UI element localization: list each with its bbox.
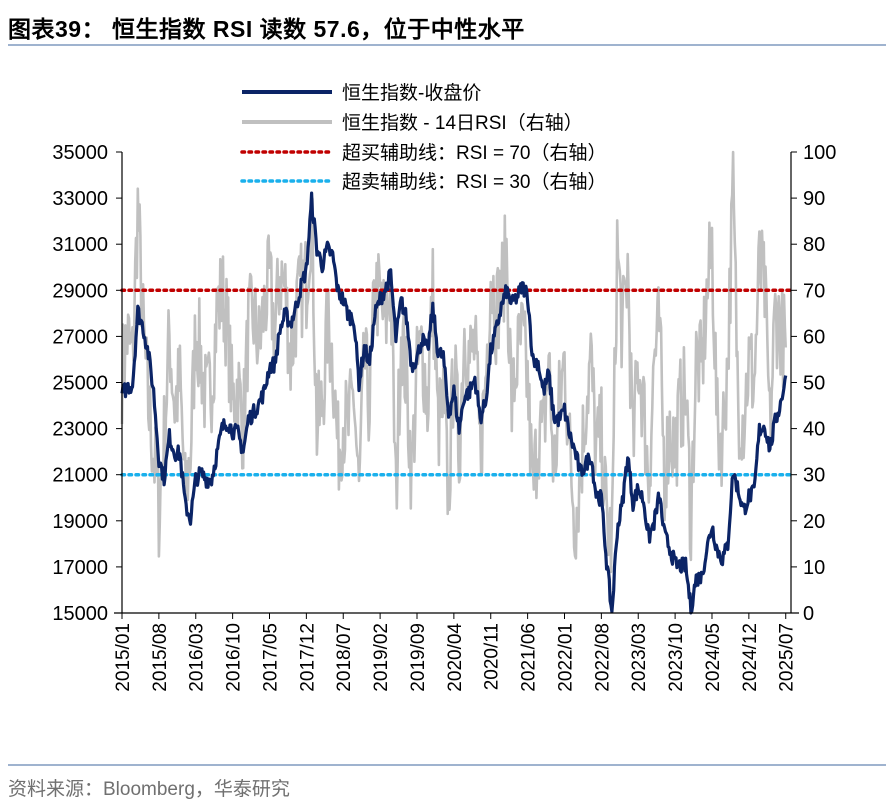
x-tick-label: 2021/06	[519, 623, 540, 692]
left-tick-label: 33000	[52, 188, 108, 210]
legend: 恒生指数-收盘价 恒生指数 - 14日RSI（右轴） 超买辅助线：RSI = 7…	[240, 82, 606, 193]
x-tick-label: 2025/07	[777, 623, 798, 692]
x-tick-label: 2018/07	[334, 623, 355, 692]
x-tick-label: 2017/05	[260, 623, 281, 692]
x-tick-label: 2017/12	[297, 623, 318, 692]
chart-svg: 15000 17000 19000 21000 23000 25000 27000 29000…	[52, 82, 836, 692]
left-tick-label: 23000	[52, 419, 108, 441]
x-tick-label: 2024/12	[740, 623, 761, 692]
x-tick-label: 2019/09	[408, 623, 429, 692]
chart-title: 图表39： 恒生指数 RSI 读数 57.6，位于中性水平	[8, 16, 525, 42]
x-tick-label: 2020/11	[482, 623, 503, 690]
legend-label-rsi: 恒生指数 - 14日RSI（右轴）	[342, 112, 583, 134]
right-tick-label: 60	[803, 326, 825, 348]
right-tick-label: 0	[803, 603, 814, 625]
right-tick-label: 20	[803, 511, 825, 533]
plot-lines	[120, 150, 793, 615]
right-tick-label: 90	[803, 188, 825, 210]
left-tick-label: 15000	[52, 603, 108, 625]
right-tick-label: 40	[803, 419, 825, 441]
source-divider	[8, 764, 886, 766]
x-tick-label: 2019/02	[371, 623, 392, 692]
x-tick-label: 2024/05	[703, 623, 724, 692]
right-tick-label: 100	[803, 142, 836, 164]
x-tick-label: 2020/04	[445, 623, 466, 692]
right-tick-label: 10	[803, 557, 825, 579]
legend-label-oversold: 超卖辅助线：RSI = 30（右轴）	[342, 171, 606, 193]
right-tick-label: 70	[803, 280, 825, 302]
x-tick-label: 2022/08	[592, 623, 613, 692]
left-tick-label: 29000	[52, 280, 108, 302]
right-tick-label: 30	[803, 465, 825, 487]
legend-label-hsi: 恒生指数-收盘价	[342, 82, 481, 104]
x-tick-label: 2022/01	[555, 623, 576, 692]
left-tick-label: 31000	[52, 234, 108, 256]
left-tick-label: 35000	[52, 142, 108, 164]
right-tick-label: 50	[803, 373, 825, 395]
x-tick-label: 2016/10	[224, 623, 245, 692]
x-tick-label: 2023/03	[629, 623, 650, 692]
rsi-line	[120, 150, 787, 574]
title-divider	[8, 44, 886, 46]
source-note: 资料来源：Bloomberg，华泰研究	[8, 779, 290, 800]
legend-label-overbought: 超买辅助线：RSI = 70（右轴）	[342, 142, 606, 164]
left-tick-label: 21000	[52, 465, 108, 487]
left-tick-label: 19000	[52, 511, 108, 533]
left-tick-label: 27000	[52, 326, 108, 348]
x-tick-label: 2016/03	[187, 623, 208, 692]
x-tick-label: 2023/10	[666, 623, 687, 692]
right-tick-label: 80	[803, 234, 825, 256]
x-tick-label: 2015/01	[113, 623, 134, 692]
x-tick-label: 2015/08	[150, 623, 171, 692]
axes: 15000 17000 19000 21000 23000 25000 27000 29000…	[52, 142, 836, 692]
hsi-close-line	[120, 191, 788, 615]
left-tick-label: 17000	[52, 557, 108, 579]
left-tick-label: 25000	[52, 373, 108, 395]
